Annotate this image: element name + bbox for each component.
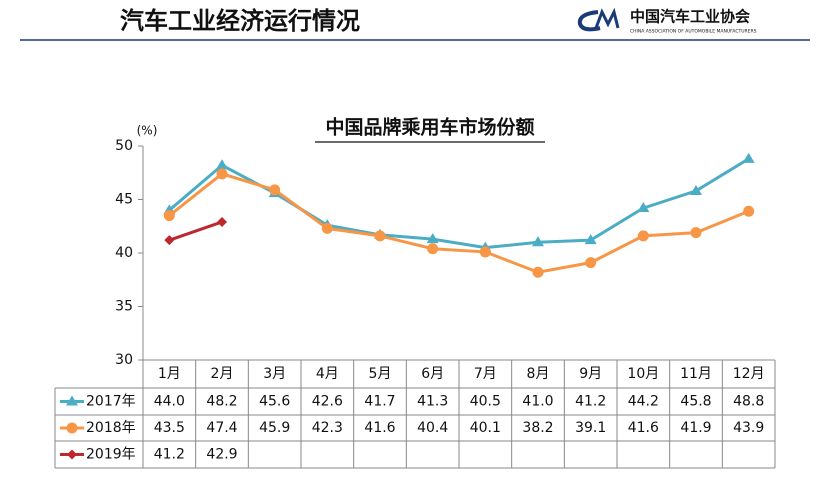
point: [426, 233, 439, 244]
table-value: 43.5: [154, 420, 185, 436]
y-tick-label: 45: [115, 192, 133, 208]
point: [690, 184, 702, 195]
point: [216, 168, 228, 180]
table-value: 41.2: [575, 394, 606, 410]
table-value: 41.2: [154, 447, 185, 463]
point: [374, 230, 386, 242]
point: [584, 234, 597, 245]
point: [637, 230, 649, 242]
x-tick-label: 4月: [316, 366, 339, 382]
x-tick-label: 6月: [421, 366, 444, 382]
table-value: 45.6: [259, 394, 290, 410]
y-axis-label: (%): [137, 124, 158, 138]
table-value: 45.8: [680, 394, 711, 410]
x-tick-label: 7月: [474, 366, 497, 382]
series-line: [168, 172, 750, 274]
point: [269, 184, 281, 196]
table-value: 48.2: [206, 394, 237, 410]
point: [427, 243, 439, 255]
point: [532, 266, 544, 278]
series-line: [168, 220, 223, 242]
point: [321, 222, 333, 234]
point: [479, 246, 491, 258]
point: [637, 202, 650, 213]
x-tick-label: 5月: [369, 366, 392, 382]
logo-text: 中国汽车工业协会: [630, 8, 750, 26]
table-value: 42.9: [206, 447, 237, 463]
table-value: 43.9: [733, 420, 764, 436]
point: [585, 257, 597, 269]
table-value: 38.2: [522, 420, 553, 436]
table-value: 44.0: [154, 394, 185, 410]
x-tick-label: 1月: [158, 366, 181, 382]
table-value: 41.0: [522, 394, 553, 410]
point: [216, 159, 228, 170]
x-tick-label: 3月: [263, 366, 286, 382]
point: [532, 236, 544, 247]
table-value: 47.4: [206, 420, 237, 436]
table-value: 41.9: [680, 420, 711, 436]
table-value: 48.8: [733, 394, 764, 410]
point: [164, 235, 175, 246]
logo-subtitle: CHINA ASSOCIATION OF AUTOMOBILE MANUFACT…: [630, 29, 757, 35]
chart-title: 中国品牌乘用车市场份额: [325, 116, 534, 139]
legend-label: 2017年: [86, 394, 136, 410]
point: [163, 210, 175, 222]
y-tick-label: 40: [115, 245, 133, 261]
x-tick-label: 11月: [680, 366, 712, 382]
table-value: 44.2: [628, 394, 659, 410]
table-value: 40.5: [470, 394, 501, 410]
y-tick-label: 50: [115, 138, 133, 154]
point: [742, 152, 755, 163]
legend-label: 2019年: [86, 447, 136, 463]
x-tick-label: 9月: [579, 366, 602, 382]
header-title: 汽车工业经济运行情况: [120, 7, 360, 35]
point: [743, 205, 755, 217]
table-value: 41.7: [364, 394, 395, 410]
point: [217, 216, 227, 227]
y-tick-label: 35: [115, 299, 133, 315]
table-value: 41.3: [417, 394, 448, 410]
table-value: 41.6: [628, 420, 659, 436]
table-value: 42.6: [312, 394, 343, 410]
x-tick-label: 2月: [211, 366, 234, 382]
x-tick-label: 10月: [627, 366, 659, 382]
table-value: 45.9: [259, 420, 290, 436]
table-value: 41.6: [364, 420, 395, 436]
x-tick-label: 12月: [733, 366, 765, 382]
point: [690, 227, 702, 239]
table-value: 40.1: [470, 420, 501, 436]
table-value: 39.1: [575, 420, 606, 436]
table-value: 40.4: [417, 420, 448, 436]
logo: [577, 7, 620, 32]
table-value: 42.3: [312, 420, 343, 436]
x-tick-label: 8月: [527, 366, 550, 382]
y-tick-label: 30: [115, 352, 133, 368]
legend-label: 2018年: [86, 420, 136, 436]
